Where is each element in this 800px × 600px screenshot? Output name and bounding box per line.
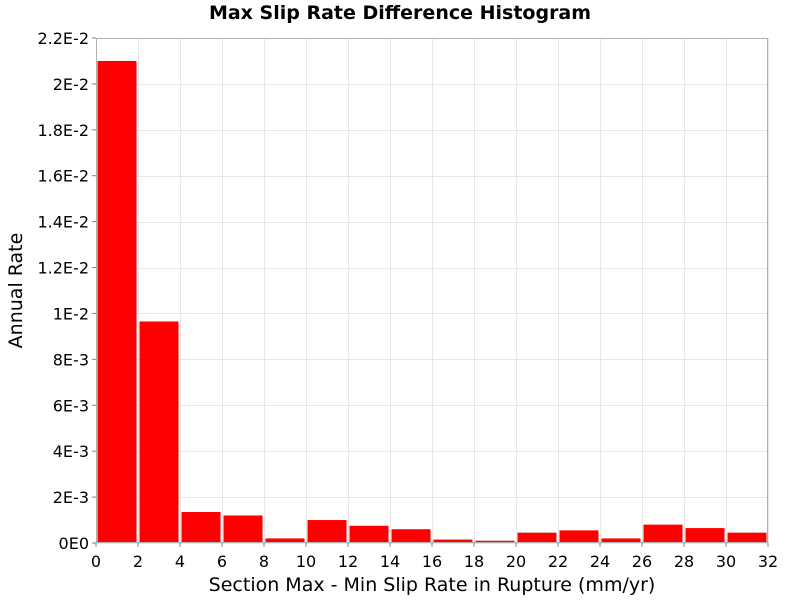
plot-border bbox=[96, 38, 768, 543]
y-tick-label: 2E-3 bbox=[53, 488, 89, 507]
histogram-bar bbox=[139, 321, 179, 543]
histogram-bar bbox=[223, 515, 263, 543]
chart-title: Max Slip Rate Difference Histogram bbox=[208, 2, 592, 24]
histogram-bar bbox=[517, 532, 557, 543]
y-tick-label: 0E0 bbox=[59, 534, 89, 553]
x-tick-label: 22 bbox=[548, 552, 568, 571]
x-axis-ticks: 0 2 4 6 8 10 12 14 16 18 20 22 24 26 28 30 32 bbox=[91, 543, 778, 571]
y-tick-label: 1.8E-2 bbox=[37, 121, 89, 140]
y-tick-label: 6E-3 bbox=[53, 396, 89, 415]
x-tick-label: 30 bbox=[716, 552, 736, 571]
histogram-bar bbox=[97, 60, 137, 544]
x-tick-label: 24 bbox=[590, 552, 610, 571]
y-tick-label: 2E-2 bbox=[53, 75, 89, 94]
histogram-bar bbox=[727, 532, 767, 543]
histogram-bar bbox=[181, 512, 221, 543]
y-axis-label: Annual Rate bbox=[5, 233, 27, 349]
histogram-bar bbox=[643, 524, 683, 543]
x-tick-label: 12 bbox=[338, 552, 358, 571]
y-tick-label: 1.4E-2 bbox=[37, 213, 89, 232]
histogram-bar bbox=[391, 529, 431, 543]
x-tick-label: 2 bbox=[133, 552, 143, 571]
y-tick-label: 1.6E-2 bbox=[37, 167, 89, 186]
x-tick-label: 6 bbox=[217, 552, 227, 571]
bars bbox=[97, 60, 767, 544]
y-tick-label: 1E-2 bbox=[53, 304, 89, 323]
x-tick-label: 8 bbox=[259, 552, 269, 571]
x-tick-label: 20 bbox=[506, 552, 526, 571]
histogram-bar bbox=[349, 525, 389, 543]
x-tick-label: 14 bbox=[380, 552, 400, 571]
x-tick-label: 4 bbox=[175, 552, 185, 571]
x-axis-label: Section Max - Min Slip Rate in Rupture (… bbox=[209, 574, 656, 596]
histogram-bar bbox=[307, 520, 347, 543]
histogram-bar bbox=[433, 539, 473, 543]
histogram-bar bbox=[559, 530, 599, 543]
y-axis-ticks: 0E0 2E-3 4E-3 6E-3 8E-3 1E-2 1.2E-2 1.4E-2 1.6E-… bbox=[37, 29, 96, 553]
histogram-bar bbox=[685, 528, 725, 543]
x-tick-label: 16 bbox=[422, 552, 442, 571]
y-tick-label: 4E-3 bbox=[53, 442, 89, 461]
histogram-bar bbox=[265, 538, 305, 543]
x-tick-label: 18 bbox=[464, 552, 484, 571]
histogram-bar bbox=[601, 538, 641, 543]
histogram-bar bbox=[475, 540, 515, 543]
x-tick-label: 0 bbox=[91, 552, 101, 571]
y-tick-label: 8E-3 bbox=[53, 350, 89, 369]
y-tick-label: 1.2E-2 bbox=[37, 259, 89, 278]
x-tick-label: 10 bbox=[296, 552, 316, 571]
x-tick-label: 28 bbox=[674, 552, 694, 571]
x-tick-label: 26 bbox=[632, 552, 652, 571]
y-tick-label: 2.2E-2 bbox=[37, 29, 89, 48]
x-tick-label: 32 bbox=[758, 552, 778, 571]
